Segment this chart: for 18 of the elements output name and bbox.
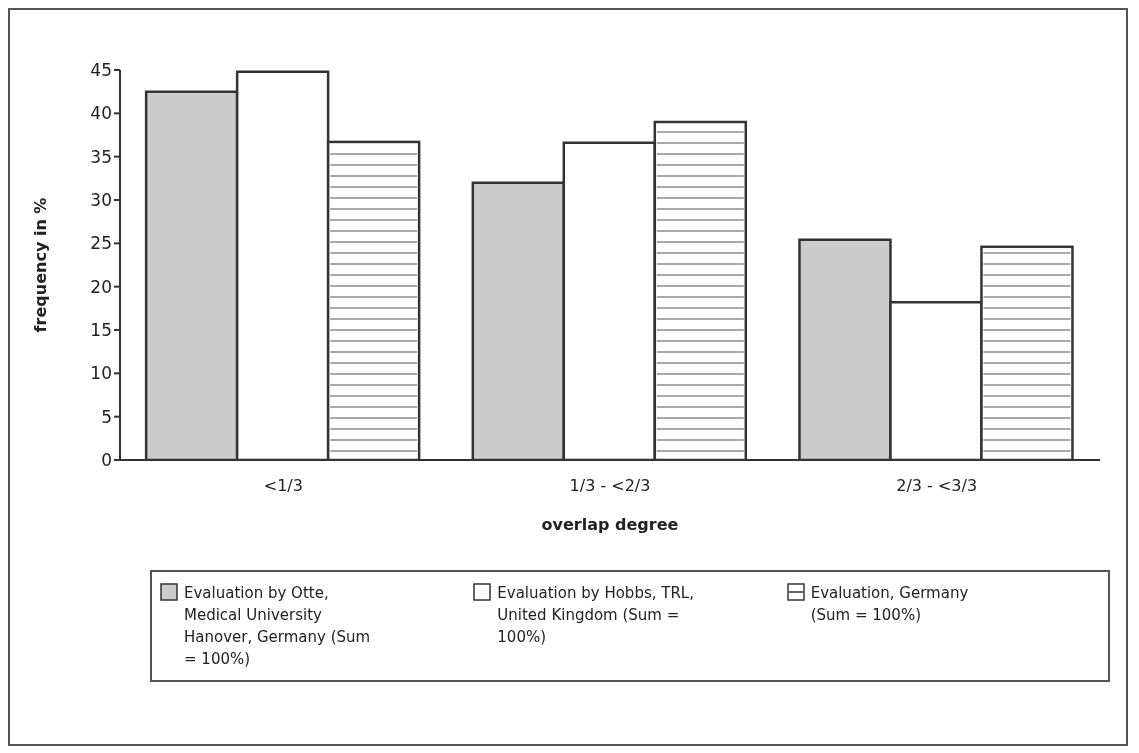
- y-tick-label: 30: [90, 190, 112, 211]
- x-axis-title: overlap degree: [541, 515, 679, 534]
- y-axis-title: frequency in %: [30, 197, 50, 333]
- legend-label: Evaluation by Otte, Medical University Hanover, Germany (Sum = 100%): [184, 583, 372, 670]
- y-tick-label: 25: [90, 233, 112, 254]
- y-tick-label: 0: [101, 450, 112, 471]
- y-tick-label: 45: [90, 60, 112, 81]
- y-tick-label: 35: [90, 146, 112, 167]
- x-tick-label: 2/3 - <3/3: [896, 476, 978, 496]
- x-tick-label: 1/3 - <2/3: [569, 476, 651, 496]
- y-tick-label: 5: [101, 406, 112, 427]
- legend-label: Evaluation by Hobbs, TRL, United Kingdom (Sum = 100%): [497, 583, 695, 648]
- x-tick-label: <1/3: [263, 476, 303, 496]
- legend-label: Evaluation, Germany (Sum = 100%): [810, 583, 970, 626]
- y-tick-label: 20: [90, 276, 112, 297]
- y-tick-label: 10: [90, 363, 112, 384]
- y-tick-label: 40: [90, 103, 112, 124]
- y-tick-label: 15: [90, 320, 112, 341]
